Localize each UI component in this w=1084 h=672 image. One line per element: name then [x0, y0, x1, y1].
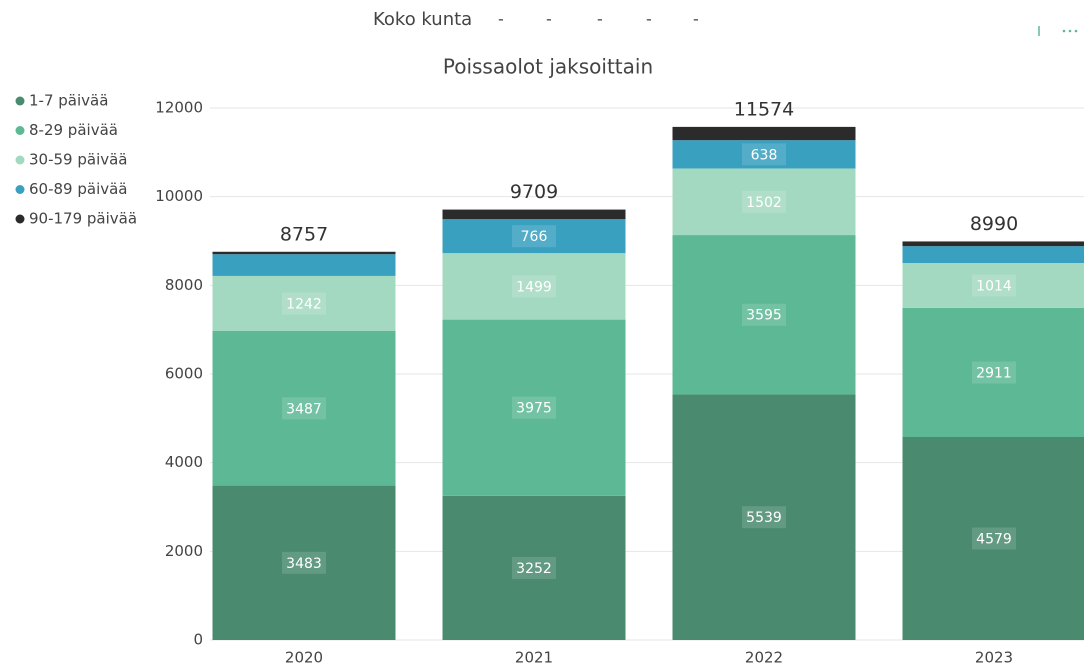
total-label: 9709	[510, 181, 558, 203]
y-tick-label: 2000	[165, 542, 203, 560]
legend-label: 60-89 päivää	[29, 180, 128, 198]
filter-value: -	[498, 10, 504, 29]
data-label: 1242	[286, 296, 322, 312]
legend-label: 1-7 päivää	[29, 92, 108, 110]
data-label-box	[512, 396, 556, 419]
visual-icons[interactable]	[1038, 26, 1078, 36]
data-label: 3595	[746, 308, 782, 324]
bar-segment	[212, 251, 396, 255]
bar-segment	[212, 330, 396, 486]
data-label-box	[512, 225, 556, 248]
bar-segment	[902, 262, 1084, 308]
data-label-box	[742, 190, 786, 213]
total-label: 8757	[280, 223, 328, 245]
bar-segment	[442, 219, 626, 254]
data-label: 766	[521, 229, 548, 245]
y-tick-label: 6000	[165, 365, 203, 383]
data-label: 3483	[286, 556, 322, 572]
data-label-box	[972, 361, 1016, 384]
legend-marker	[15, 214, 25, 224]
data-label-box	[972, 274, 1016, 297]
filter-label: Koko kunta	[373, 9, 472, 30]
data-label-box	[512, 556, 556, 579]
x-tick-label: 2021	[515, 649, 553, 667]
x-tick-label: 2022	[745, 649, 783, 667]
data-label-box	[742, 143, 786, 166]
total-label: 8990	[970, 213, 1018, 235]
bar-segment	[212, 254, 396, 276]
y-tick-label: 8000	[165, 276, 203, 294]
data-label-box	[742, 506, 786, 529]
y-tick-label: 10000	[155, 187, 203, 205]
bar-segment	[442, 495, 626, 640]
bar-segment	[442, 253, 626, 320]
total-label: 11574	[734, 98, 794, 120]
data-label-box	[282, 397, 326, 420]
y-tick-label: 12000	[155, 99, 203, 117]
data-label-box	[282, 292, 326, 315]
legend-marker	[15, 126, 25, 135]
legend-marker	[15, 155, 25, 165]
bar-segment	[902, 241, 1084, 247]
bar-segment	[902, 307, 1084, 437]
data-label: 2911	[976, 365, 1012, 381]
data-label: 5539	[746, 510, 782, 526]
data-label: 3487	[286, 401, 322, 417]
bar-segment	[442, 209, 626, 220]
data-label: 1502	[746, 195, 782, 211]
bar-segment	[442, 319, 626, 496]
bar-segment	[672, 235, 856, 395]
x-tick-label: 2020	[285, 649, 323, 667]
bar-segment	[672, 394, 856, 640]
data-label-box	[282, 551, 326, 574]
more-dot[interactable]	[1068, 29, 1072, 33]
filter-value: -	[693, 10, 699, 29]
data-label: 1499	[516, 279, 552, 295]
x-tick-label: 2023	[975, 649, 1013, 667]
bar-segment	[212, 275, 396, 331]
bar-segment	[902, 436, 1084, 640]
y-tick-label: 0	[193, 631, 203, 649]
filter-value: -	[546, 10, 552, 29]
legend-marker	[15, 96, 25, 106]
filter-value: -	[597, 10, 603, 29]
legend-label: 8-29 päivää	[29, 121, 118, 139]
bar-segment	[672, 140, 856, 169]
more-dot[interactable]	[1062, 29, 1066, 33]
data-label: 1014	[976, 278, 1012, 294]
filter-value: -	[646, 10, 652, 29]
data-label: 638	[751, 147, 778, 163]
legend-label: 90-179 päivää	[29, 210, 137, 228]
legend-marker	[15, 185, 25, 194]
bar-segment	[672, 126, 856, 141]
y-tick-label: 4000	[165, 453, 203, 471]
more-dot[interactable]	[1074, 29, 1078, 33]
bar-segment	[672, 168, 856, 236]
data-label: 3975	[516, 401, 552, 417]
bar-segment	[212, 485, 396, 640]
data-label: 4579	[976, 531, 1012, 547]
legend-label: 30-59 päivää	[29, 151, 128, 169]
data-label-box	[512, 275, 556, 298]
data-label: 3252	[516, 561, 552, 577]
data-label-box	[742, 303, 786, 326]
data-label-box	[972, 527, 1016, 550]
bar-segment	[902, 246, 1084, 263]
chart-title: Poissaolot jaksoittain	[443, 55, 653, 79]
